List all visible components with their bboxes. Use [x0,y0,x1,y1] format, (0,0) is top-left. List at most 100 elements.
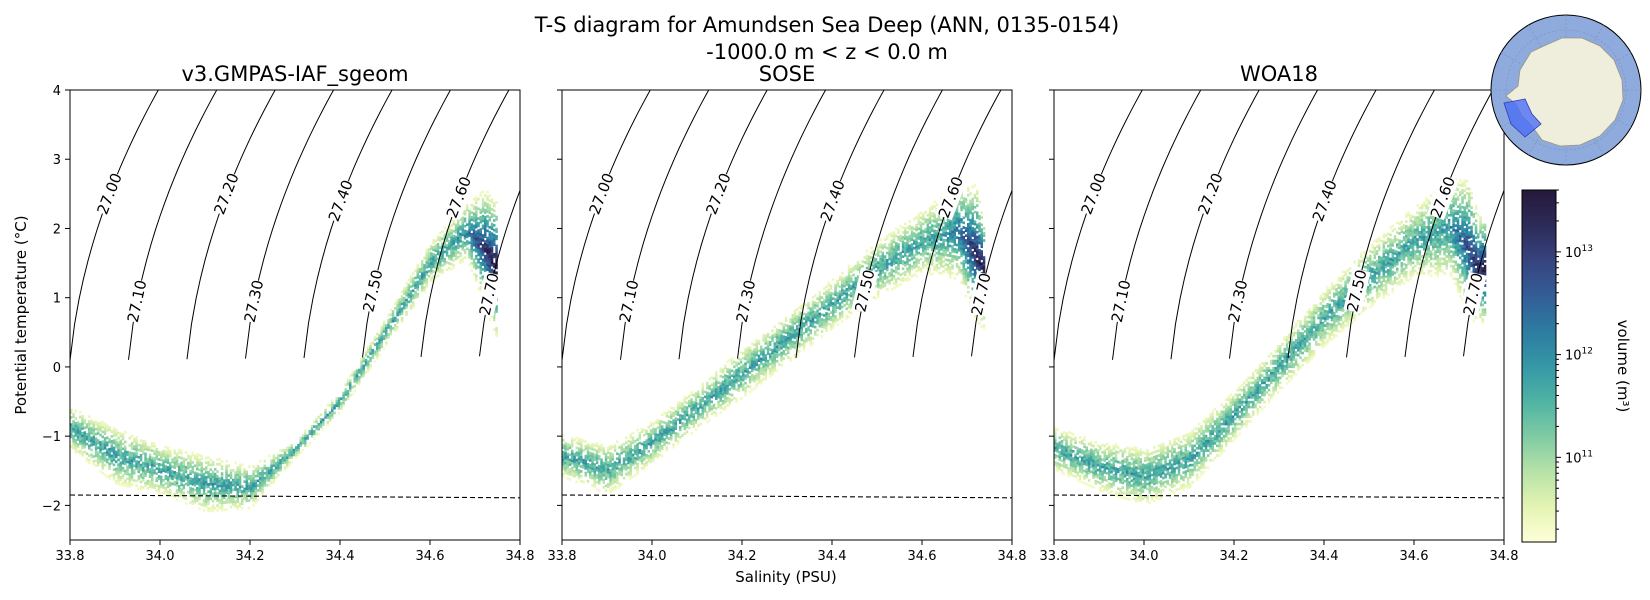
volume-cell [151,468,154,472]
volume-cell [412,289,415,293]
volume-cell [490,237,494,240]
volume-cell [730,393,734,397]
volume-cell [940,255,943,258]
volume-cell [360,370,363,373]
volume-cell [879,274,882,278]
volume-cell [70,425,73,429]
volume-cell [773,347,776,350]
volume-cell [764,359,767,362]
volume-cell [769,357,772,361]
volume-cell [304,439,307,442]
volume-cell [800,336,803,339]
volume-cell [694,421,698,424]
volume-cell [834,315,837,318]
volume-cell [793,309,797,313]
volume-cell [787,339,790,342]
volume-cell [328,418,332,422]
volume-cell [175,455,179,458]
volume-cell [157,458,161,461]
volume-cell [562,443,565,447]
volume-cell [892,231,896,234]
volume-cell [629,443,632,446]
volume-cell [128,451,131,455]
volume-cell [223,496,226,500]
volume-cell [184,465,188,469]
volume-cell [229,476,233,480]
volume-cell [331,404,334,407]
volume-cell [634,452,637,455]
volume-cell [825,321,828,325]
volume-cell [160,478,163,481]
volume-cell [421,286,424,290]
volume-cell [847,303,851,307]
volume-cell [198,497,201,501]
volume-cell [933,215,936,218]
volume-cell [220,482,224,485]
volume-cell [620,446,623,450]
volume-cell [589,468,592,472]
volume-cell [193,478,197,482]
volume-cell [629,452,632,456]
volume-cell [773,335,776,338]
volume-cell [942,241,945,244]
volume-cell [396,328,399,331]
volume-cell [263,467,266,470]
volume-cell [962,202,965,205]
volume-cell [766,345,770,348]
volume-cell [888,274,891,278]
volume-cell [562,434,565,437]
volume-cell [218,479,221,483]
volume-cell [728,378,731,381]
volume-cell [964,280,968,283]
volume-cell [856,263,860,266]
volume-cell [971,251,974,254]
volume-cell [886,275,889,279]
volume-cell [562,463,565,466]
volume-cell [676,406,680,409]
volume-cell [944,226,947,230]
volume-cell [443,236,446,239]
volume-cell [436,274,440,278]
volume-cell [589,444,592,448]
volume-cell [852,297,855,301]
volume-cell [703,405,707,408]
volume-cell [472,241,476,245]
contour-line-27.10 [128,90,218,360]
volume-cell [184,470,188,474]
volume-cell [277,466,280,470]
volume-cell [661,444,664,448]
volume-cell [800,319,803,322]
volume-cell [463,236,467,240]
volume-cell [910,235,914,239]
volume-cell [448,262,451,265]
volume-cell [946,232,950,235]
volume-cell [407,290,410,294]
volume-cell [802,348,806,352]
volume-cell [292,451,296,454]
volume-cell [229,491,233,494]
volume-cell [694,411,698,415]
volume-cell [169,452,172,456]
volume-cell [836,294,839,297]
volume-cell [602,466,605,470]
volume-cell [481,214,485,218]
volume-cell [488,257,491,261]
volume-cell [955,207,959,210]
volume-cell [811,303,815,306]
volume-cell [277,468,280,472]
volume-cell [263,476,266,480]
volume-cell [209,463,212,467]
contour-line-27.30 [245,90,335,359]
volume-cell [457,229,460,232]
volume-cell [223,481,226,485]
volume-cell [742,378,745,382]
volume-cell [796,337,799,340]
volume-cell [690,402,693,406]
volume-cell [229,471,233,475]
volume-cell [577,476,581,480]
volume-cell [647,425,650,429]
volume-cell [807,326,810,329]
volume-cell [495,252,498,255]
volume-cell [856,275,860,279]
volume-cell [142,478,145,482]
